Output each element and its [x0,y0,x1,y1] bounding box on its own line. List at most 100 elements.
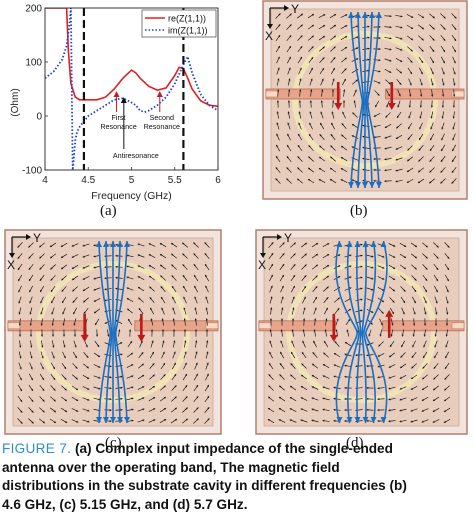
field-arrowhead [149,275,152,278]
field-arrowhead [403,278,406,281]
field-arrowhead [319,145,322,148]
field-arrowhead [120,386,123,389]
field-arrowhead [388,409,391,412]
field-arrowhead [442,83,445,86]
field-arrowhead [368,334,371,337]
field-arrowhead [268,363,271,366]
field-arrowhead [29,278,32,282]
field-arrowhead [371,288,374,291]
field-arrowhead [414,267,417,270]
field-arrowhead [29,301,32,304]
current-flow-arrowhead [96,417,102,423]
current-flow-line [114,240,128,424]
field-arrowhead [323,14,326,17]
field-arrowhead [366,364,369,368]
field-arrowhead [400,37,403,40]
field-arrowhead [53,377,56,380]
field-arrowhead [75,377,78,380]
field-arrowhead [442,61,445,64]
field-arrowhead [278,408,282,411]
field-arrowhead [445,323,449,326]
field-arrowhead [42,388,45,391]
field-arrowhead [28,256,31,259]
field-arrowhead [388,82,391,85]
field-arrowhead [377,397,380,401]
field-arrowhead [319,156,322,159]
field-arrowhead [173,362,176,366]
feed-port-right [451,322,465,330]
field-arrowhead [291,329,294,332]
field-arrowhead [318,168,322,171]
field-arrowhead [399,409,402,412]
figure-number: FIGURE 7. [2,441,72,456]
field-arrowhead [423,345,426,348]
field-arrowhead [277,45,280,49]
field-arrowhead [128,318,131,322]
field-arrowhead [314,318,317,321]
field-arrowhead [389,37,392,40]
field-arrowhead [378,344,381,347]
field-arrowhead [288,89,291,92]
feed-current-arrowhead [329,334,338,342]
field-arrowhead [420,72,423,75]
field-arrowhead [286,156,289,159]
field-arrowhead [333,46,336,49]
field-arrowhead [183,285,186,289]
field-arrowhead [431,83,434,86]
field-arrowhead [304,275,307,278]
field-arrowhead [17,267,20,270]
field-arrowhead [453,61,456,64]
field-arrowhead [420,94,423,97]
field-arrowhead [174,407,177,410]
field-arrowhead [64,366,67,369]
field-arrowhead [378,59,381,62]
field-arrowhead [279,363,282,366]
current-flow-arrowhead [370,241,377,247]
feed-current-arrowhead [334,103,343,110]
field-arrowhead [39,245,42,248]
field-arrowhead [298,133,301,137]
current-flow-line [363,240,377,424]
field-arrowhead [95,334,99,337]
field-arrowhead [206,340,209,343]
field-arrowhead [301,363,304,366]
field-arrowhead [50,289,53,292]
current-flow-lines [348,11,382,189]
field-arrowhead [29,323,32,326]
field-arrowhead [395,180,398,183]
field-arrowhead [398,94,401,97]
current-flow-line [105,240,113,424]
field-arrowhead [421,387,425,390]
field-arrowhead [446,290,449,293]
field-arrowhead [443,420,447,423]
field-distribution-b: YX [262,0,468,200]
field-arrowhead [386,105,389,108]
field-arrowhead [297,156,300,159]
x-axis-letter: X [258,258,266,272]
field-arrowhead [275,167,278,170]
field-arrowhead [444,388,447,391]
current-flow-arrowhead [124,417,130,423]
axis-indicator: YX [7,231,41,272]
field-arrowhead [434,323,438,326]
field-arrowhead [270,296,273,299]
field-arrowhead [278,419,281,422]
field-arrowhead [171,264,174,267]
chart-legend: re(Z(1,1)) im(Z(1,1)) [141,9,217,38]
field-arrowhead [18,290,21,293]
field-arrowhead [20,399,23,402]
field-arrowhead [377,354,380,357]
field-arrowhead [344,408,347,412]
field-arrowhead [276,111,279,114]
field-arrowhead [87,420,90,423]
field-arrowhead [61,289,64,292]
field-arrowhead [194,274,197,278]
field-arrowhead [268,385,271,388]
field-arrowhead [291,340,294,343]
field-arrowhead [299,78,302,81]
field-arrowhead [287,144,290,148]
annotation-label: Resonance [100,122,136,131]
field-arrowhead [367,58,370,61]
field-arrowhead [344,25,348,28]
field-arrowhead [403,289,406,292]
